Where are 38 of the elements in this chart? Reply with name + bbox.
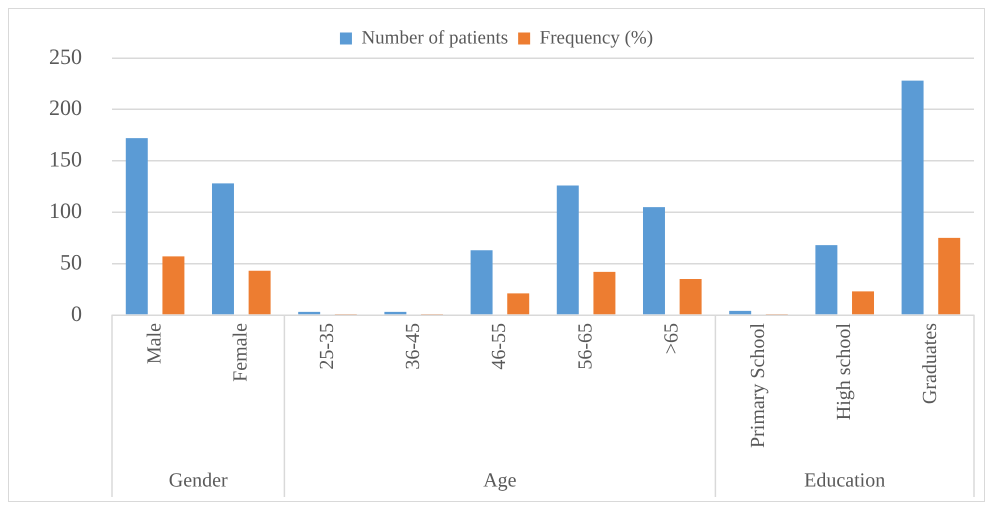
bar bbox=[470, 250, 493, 314]
x-tick-label: 25-35 bbox=[316, 323, 338, 370]
text: Age bbox=[483, 469, 517, 492]
text: Education bbox=[804, 469, 886, 492]
bar bbox=[126, 138, 148, 314]
bar bbox=[162, 256, 184, 314]
bar bbox=[298, 312, 320, 314]
x-tick-label: Primary School bbox=[746, 322, 769, 448]
x-tick-label: 46-55 bbox=[488, 323, 510, 370]
x-tick-label: Graduates bbox=[919, 322, 942, 404]
x-tick-label: 36-45 bbox=[402, 323, 424, 370]
text: Gender bbox=[168, 469, 228, 492]
y-tick-label: 200 bbox=[49, 95, 82, 120]
bar bbox=[680, 279, 702, 314]
bar bbox=[729, 310, 752, 314]
bar bbox=[593, 272, 616, 314]
bar bbox=[902, 80, 924, 314]
x-tick-label: High school bbox=[832, 322, 855, 420]
bar bbox=[384, 312, 406, 314]
bar bbox=[556, 185, 579, 314]
bar bbox=[815, 245, 838, 314]
x-tick-label: Female bbox=[230, 322, 252, 382]
y-tick-label: 100 bbox=[49, 198, 82, 223]
y-tick-label: 150 bbox=[49, 146, 82, 172]
y-tick-label: 0 bbox=[71, 300, 82, 326]
legend-label: Number of patients bbox=[361, 27, 508, 48]
x-tick-label: >65 bbox=[660, 323, 683, 354]
bar bbox=[507, 293, 530, 314]
bar bbox=[852, 291, 874, 314]
y-tick-label: 250 bbox=[49, 44, 82, 69]
bar bbox=[212, 183, 234, 314]
x-tick-label: 56-65 bbox=[574, 323, 596, 370]
bar bbox=[938, 238, 960, 314]
x-tick-label: Male bbox=[143, 322, 166, 364]
y-tick-label: 50 bbox=[60, 249, 82, 274]
bar bbox=[248, 270, 271, 314]
bar bbox=[642, 207, 665, 314]
legend-label: Frequency (%) bbox=[540, 27, 654, 48]
